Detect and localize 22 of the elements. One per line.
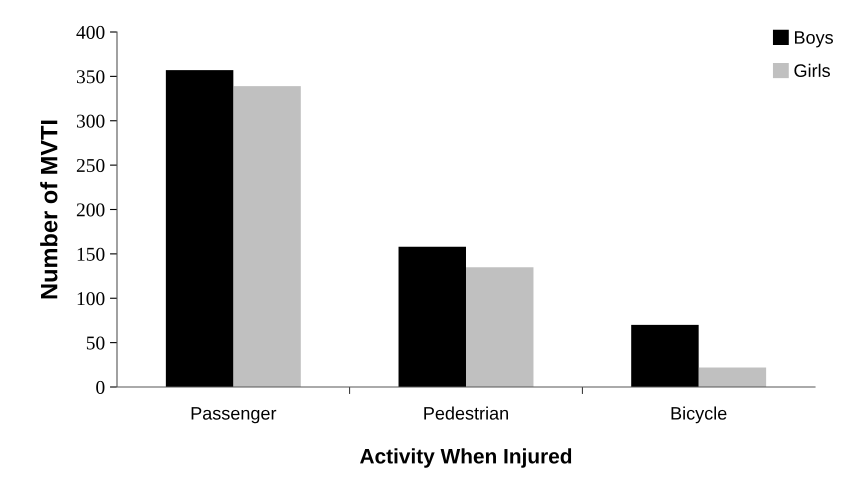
legend-label: Girls xyxy=(794,64,830,78)
y-axis-title: Number of MVTI xyxy=(40,120,58,298)
y-tick-label: 0 xyxy=(96,380,104,394)
bar xyxy=(631,324,699,387)
y-tick-label: 150 xyxy=(78,248,104,261)
x-tick-label: Passenger xyxy=(192,407,276,424)
bar xyxy=(466,267,534,387)
y-tick-label: 300 xyxy=(76,114,104,128)
y-tick-label: 250 xyxy=(76,158,104,172)
bar xyxy=(166,70,234,387)
y-tick-label: 400 xyxy=(76,26,104,39)
legend-label: Boys xyxy=(794,31,833,48)
x-axis-title: Activity When Injured xyxy=(360,448,572,468)
bar xyxy=(698,367,766,387)
x-tick-label: Bicycle xyxy=(672,406,726,424)
bar xyxy=(233,86,301,387)
y-tick-label: 350 xyxy=(76,70,104,84)
bar xyxy=(398,246,466,387)
y-tick-label: 200 xyxy=(76,203,104,216)
y-tick-label: 100 xyxy=(78,292,104,306)
y-tick-label: 50 xyxy=(86,336,104,350)
x-tick-label: Pedestrian xyxy=(424,406,508,420)
